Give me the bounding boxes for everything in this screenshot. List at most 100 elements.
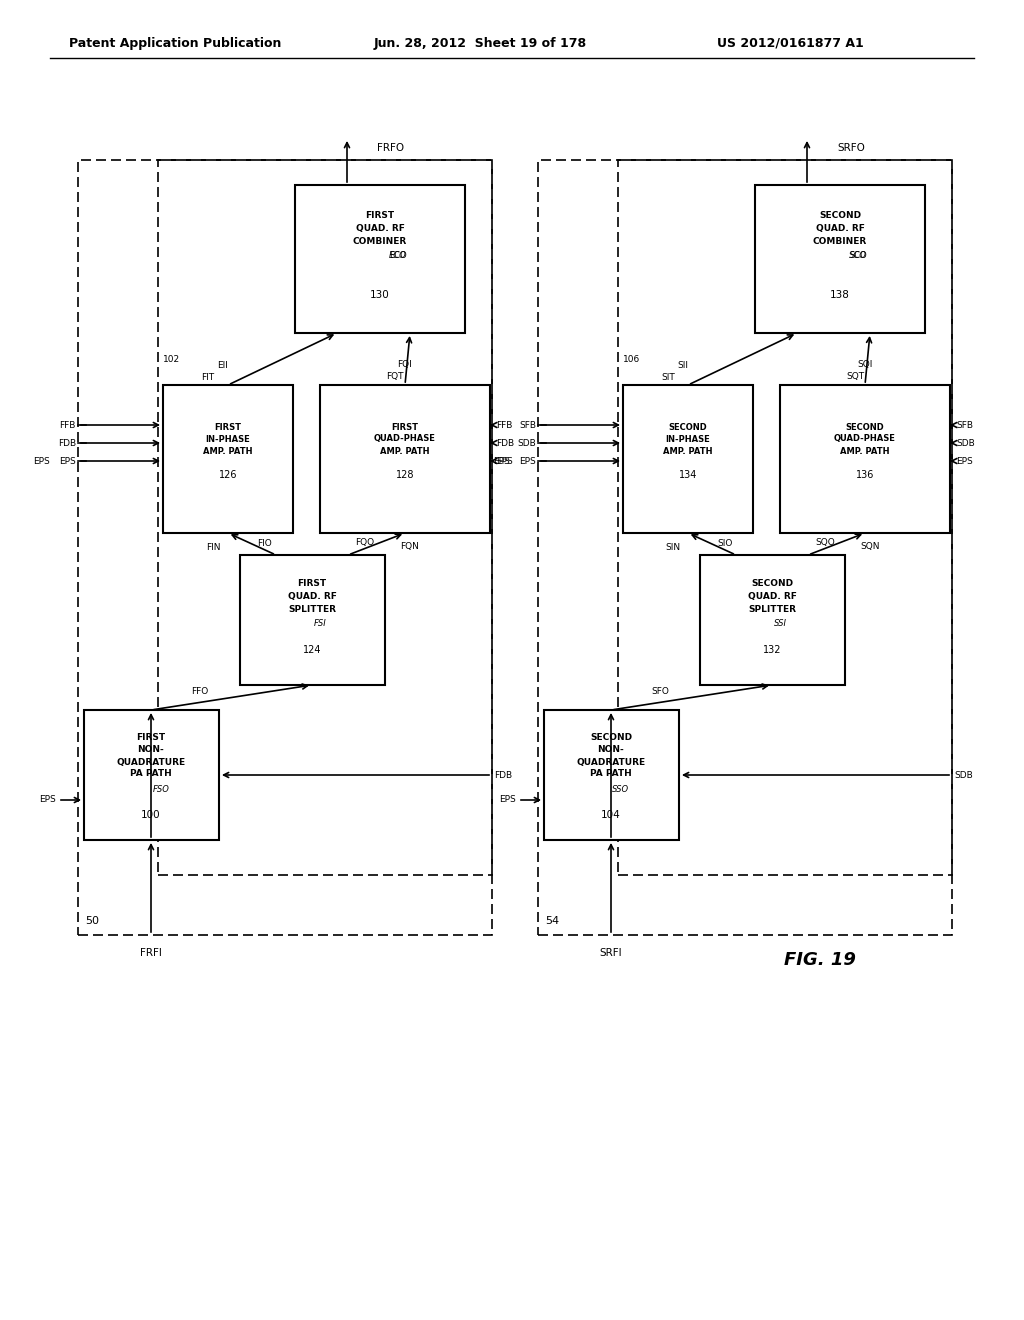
Text: SECOND: SECOND xyxy=(846,422,885,432)
Text: FIRST: FIRST xyxy=(136,734,166,742)
Text: SRFI: SRFI xyxy=(600,948,623,958)
Text: FFB: FFB xyxy=(496,421,512,429)
Text: SECOND: SECOND xyxy=(819,210,861,219)
Text: QUAD-PHASE: QUAD-PHASE xyxy=(835,434,896,444)
Text: 132: 132 xyxy=(763,645,781,655)
Text: SQN: SQN xyxy=(860,543,880,552)
Text: SFO: SFO xyxy=(651,688,669,697)
Text: SPLITTER: SPLITTER xyxy=(748,605,796,614)
Bar xyxy=(544,710,679,840)
Text: 102: 102 xyxy=(163,355,180,364)
Text: NON-: NON- xyxy=(137,746,165,755)
Text: SRFO: SRFO xyxy=(837,143,865,153)
Text: 100: 100 xyxy=(141,810,161,820)
Text: FSO: FSO xyxy=(153,785,169,795)
Text: FIRST: FIRST xyxy=(366,210,394,219)
Bar xyxy=(623,385,753,533)
Text: Jun. 28, 2012  Sheet 19 of 178: Jun. 28, 2012 Sheet 19 of 178 xyxy=(374,37,587,49)
Text: FIT: FIT xyxy=(202,372,215,381)
Text: IN-PHASE: IN-PHASE xyxy=(666,434,711,444)
Text: COMBINER: COMBINER xyxy=(813,236,867,246)
Text: QUAD. RF: QUAD. RF xyxy=(355,223,404,232)
Text: SDB: SDB xyxy=(954,771,973,780)
Text: SIT: SIT xyxy=(662,372,675,381)
Text: 134: 134 xyxy=(679,470,697,480)
Bar xyxy=(319,385,490,533)
Text: SFB: SFB xyxy=(956,421,973,429)
Text: FIN: FIN xyxy=(206,543,220,552)
Bar xyxy=(538,160,952,935)
Text: SQT: SQT xyxy=(846,372,864,381)
Text: NON-: NON- xyxy=(598,746,625,755)
Text: AMP. PATH: AMP. PATH xyxy=(841,446,890,455)
Bar xyxy=(240,554,385,685)
Text: SECOND: SECOND xyxy=(751,578,793,587)
Text: 128: 128 xyxy=(395,470,415,480)
Text: SCO: SCO xyxy=(849,251,867,260)
Bar xyxy=(700,554,845,685)
Text: EPS: EPS xyxy=(39,796,56,804)
Text: SECOND: SECOND xyxy=(590,734,632,742)
Text: 136: 136 xyxy=(856,470,874,480)
Text: SPLITTER: SPLITTER xyxy=(288,605,336,614)
Text: FQN: FQN xyxy=(400,543,420,552)
Bar xyxy=(618,160,952,875)
Text: SECOND: SECOND xyxy=(669,422,708,432)
Text: QUADRATURE: QUADRATURE xyxy=(577,758,645,767)
Text: Patent Application Publication: Patent Application Publication xyxy=(69,37,282,49)
Text: AMP. PATH: AMP. PATH xyxy=(664,446,713,455)
Text: FIRST: FIRST xyxy=(297,578,327,587)
Text: FIRST: FIRST xyxy=(391,422,419,432)
Bar xyxy=(295,185,465,333)
Text: FDB: FDB xyxy=(494,771,512,780)
Text: EPS: EPS xyxy=(519,457,536,466)
Text: SIN: SIN xyxy=(666,543,681,552)
Text: EPS: EPS xyxy=(956,457,973,466)
Text: SSO: SSO xyxy=(612,785,630,795)
Text: US 2012/0161877 A1: US 2012/0161877 A1 xyxy=(717,37,863,49)
Text: SQI: SQI xyxy=(857,360,872,370)
Text: SII: SII xyxy=(678,360,688,370)
Text: FIRST: FIRST xyxy=(214,422,242,432)
Text: QUAD. RF: QUAD. RF xyxy=(288,591,337,601)
Bar xyxy=(84,710,219,840)
Text: FIG. 19: FIG. 19 xyxy=(784,950,856,969)
Text: COMBINER: COMBINER xyxy=(353,236,408,246)
Text: SSI: SSI xyxy=(773,619,786,627)
Text: IN-PHASE: IN-PHASE xyxy=(206,434,251,444)
Text: EPS: EPS xyxy=(59,457,76,466)
Text: 104: 104 xyxy=(601,810,621,820)
Text: ECO: ECO xyxy=(389,251,407,260)
Text: SFB: SFB xyxy=(519,421,536,429)
Text: FRFO: FRFO xyxy=(377,143,404,153)
Text: FIO: FIO xyxy=(258,539,272,548)
Bar xyxy=(158,160,492,875)
Text: 138: 138 xyxy=(830,290,850,300)
Text: QUAD. RF: QUAD. RF xyxy=(748,591,797,601)
Text: 130: 130 xyxy=(370,290,390,300)
Text: FQO: FQO xyxy=(355,539,375,548)
Text: SDB: SDB xyxy=(956,438,975,447)
Bar xyxy=(78,160,492,935)
Text: AMP. PATH: AMP. PATH xyxy=(203,446,253,455)
Bar xyxy=(780,385,950,533)
Text: SDB: SDB xyxy=(517,438,536,447)
Text: FDB: FDB xyxy=(496,438,514,447)
Text: FFB: FFB xyxy=(59,421,76,429)
Text: AMP. PATH: AMP. PATH xyxy=(380,446,430,455)
Text: PA PATH: PA PATH xyxy=(590,770,632,779)
Text: PA PATH: PA PATH xyxy=(130,770,172,779)
Text: SIO: SIO xyxy=(718,539,733,548)
Bar xyxy=(755,185,925,333)
Text: EPS: EPS xyxy=(33,457,50,466)
Text: QUAD. RF: QUAD. RF xyxy=(815,223,864,232)
Text: EPS: EPS xyxy=(500,796,516,804)
Text: 124: 124 xyxy=(303,645,322,655)
Text: FRFI: FRFI xyxy=(140,948,162,958)
Text: FDB: FDB xyxy=(58,438,76,447)
Text: FQT: FQT xyxy=(386,372,403,381)
Text: 126: 126 xyxy=(219,470,238,480)
Text: FSI: FSI xyxy=(313,619,327,627)
Text: FFO: FFO xyxy=(191,688,208,697)
Text: EPS: EPS xyxy=(496,457,513,466)
